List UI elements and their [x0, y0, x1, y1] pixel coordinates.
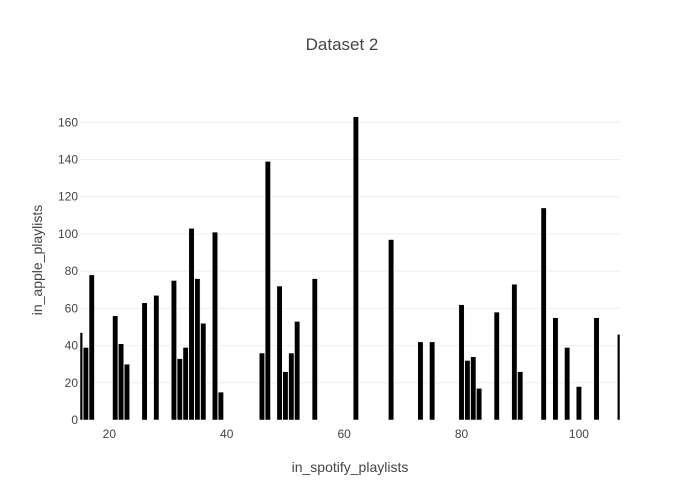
bar [118, 343, 125, 421]
bar [264, 161, 271, 421]
y-tick-label: 140 [58, 153, 78, 167]
y-tick-label: 40 [65, 339, 79, 353]
bar [540, 207, 547, 421]
x-tick-label: 80 [455, 427, 469, 441]
bar [276, 285, 283, 421]
bar [79, 332, 83, 421]
bar [352, 116, 359, 421]
bar [458, 304, 465, 421]
bar [575, 386, 582, 421]
bar [388, 239, 395, 421]
y-axis-title: in_apple_playlists [29, 205, 45, 316]
y-tick-label: 120 [58, 190, 78, 204]
y-tick-label: 80 [65, 264, 79, 278]
bar [617, 334, 621, 421]
chart-title: Dataset 2 [306, 35, 379, 54]
bar [511, 283, 518, 421]
y-tick-label: 100 [58, 227, 78, 241]
bar [153, 295, 160, 421]
bar [311, 278, 318, 421]
y-tick-label: 160 [58, 115, 78, 129]
y-tick-label: 0 [71, 413, 78, 427]
bar [464, 360, 471, 421]
bar [564, 347, 571, 421]
x-tick-label: 40 [220, 427, 234, 441]
bar [417, 341, 424, 421]
bar [188, 228, 195, 421]
bar [429, 341, 436, 421]
bar [194, 278, 201, 421]
bar [112, 315, 119, 421]
x-axis-title: in_spotify_playlists [292, 459, 409, 475]
gridlines [80, 121, 620, 384]
bar [470, 356, 477, 421]
x-tick-label: 100 [569, 427, 589, 441]
bar [176, 358, 183, 421]
bar [124, 363, 130, 421]
bar [288, 352, 295, 421]
x-tick-labels: 20 40 60 80 100 [103, 427, 590, 441]
bar [259, 352, 265, 421]
bar [82, 347, 89, 421]
bar [141, 302, 148, 421]
bar [593, 317, 600, 421]
y-tick-labels: 0 20 40 60 80 100 120 140 160 [58, 115, 78, 427]
bar [88, 274, 95, 421]
bar [200, 323, 207, 421]
bar [552, 317, 559, 421]
bar [282, 371, 289, 421]
bar [212, 231, 218, 421]
bar [517, 371, 524, 421]
bar [182, 347, 189, 421]
y-tick-label: 20 [65, 376, 79, 390]
bar [217, 391, 224, 421]
bar [476, 388, 483, 421]
x-tick-label: 20 [103, 427, 117, 441]
x-tick-label: 60 [337, 427, 351, 441]
y-tick-label: 60 [65, 301, 79, 315]
bar [170, 280, 177, 421]
bar [493, 311, 500, 421]
bar [294, 321, 301, 421]
bars [79, 116, 621, 421]
